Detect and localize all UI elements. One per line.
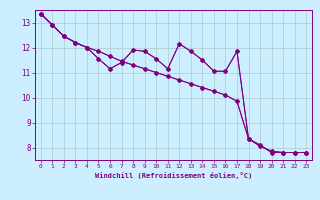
X-axis label: Windchill (Refroidissement éolien,°C): Windchill (Refroidissement éolien,°C) bbox=[95, 172, 252, 179]
